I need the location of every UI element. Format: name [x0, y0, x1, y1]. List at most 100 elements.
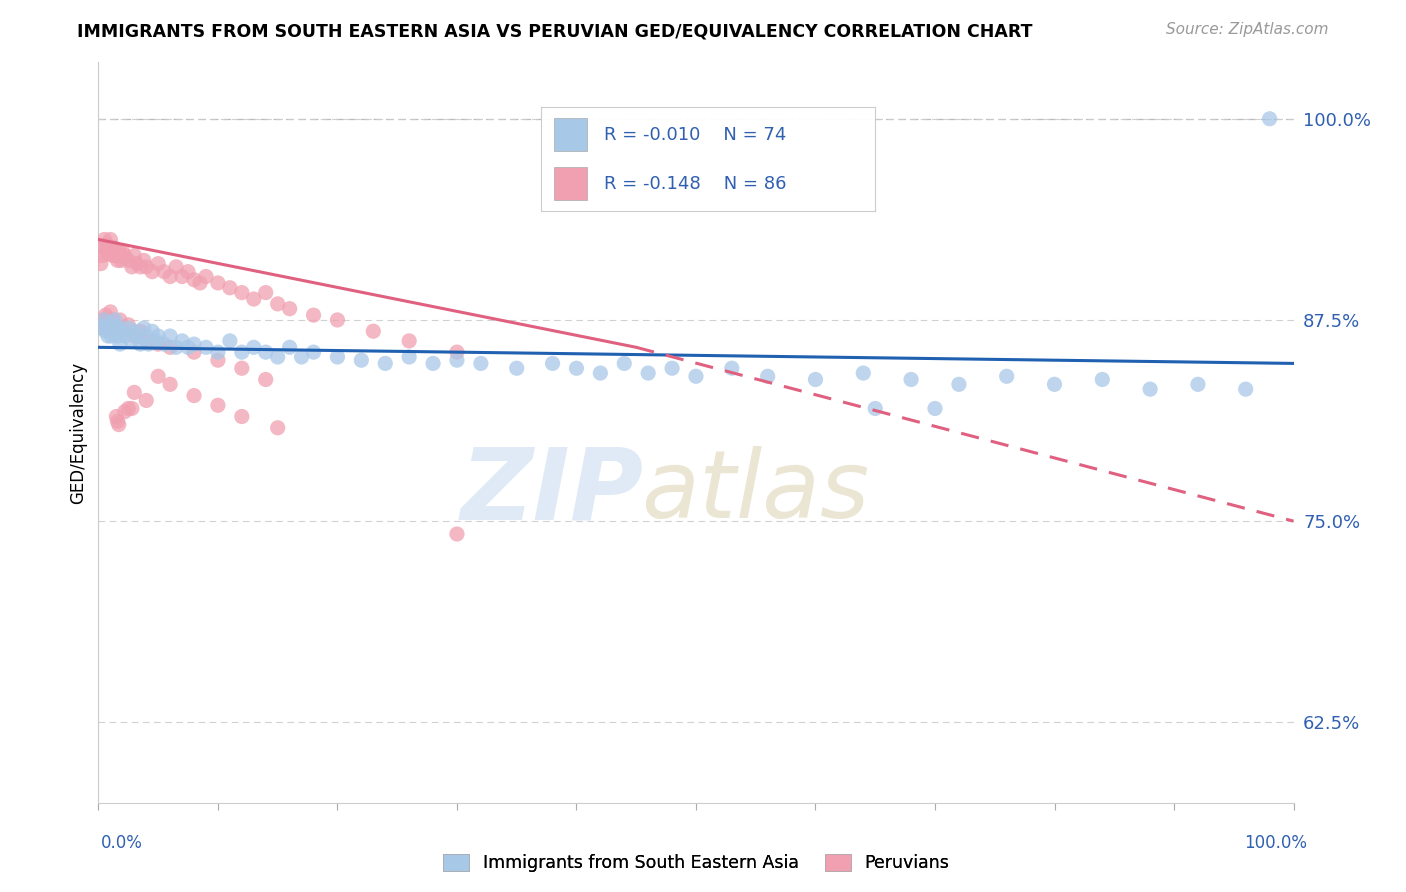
Point — [148, 257, 170, 271]
Point — [94, 324, 117, 338]
Point — [243, 340, 266, 354]
Point — [254, 285, 277, 300]
Point — [101, 313, 124, 327]
Point — [326, 313, 349, 327]
Point — [326, 350, 349, 364]
Point — [852, 366, 875, 380]
Point — [613, 356, 636, 370]
Point — [177, 340, 200, 354]
Point — [129, 260, 152, 274]
Point — [121, 260, 143, 274]
Text: 100.0%: 100.0% — [1244, 834, 1308, 852]
Point — [121, 334, 143, 348]
Point — [207, 276, 229, 290]
Point — [105, 324, 128, 338]
Point — [177, 265, 200, 279]
Point — [995, 369, 1018, 384]
Point — [398, 334, 420, 348]
Point — [207, 345, 229, 359]
Point — [96, 318, 118, 332]
Point — [93, 232, 115, 246]
Point — [278, 301, 301, 316]
Point — [117, 318, 139, 332]
Text: atlas: atlas — [641, 446, 870, 537]
Point — [183, 273, 205, 287]
Point — [267, 421, 290, 435]
Point — [93, 318, 115, 332]
Point — [267, 350, 290, 364]
Point — [446, 345, 468, 359]
Point — [195, 340, 218, 354]
Point — [135, 334, 157, 348]
Point — [97, 329, 120, 343]
Point — [98, 232, 122, 246]
Point — [231, 285, 253, 300]
Point — [165, 340, 187, 354]
Point — [108, 313, 131, 327]
Point — [129, 324, 152, 338]
Point — [183, 345, 205, 359]
Point — [183, 337, 205, 351]
Point — [446, 353, 468, 368]
Point — [685, 369, 707, 384]
Point — [124, 249, 146, 263]
Point — [111, 324, 134, 338]
Point — [148, 337, 170, 351]
Point — [111, 244, 134, 258]
Point — [91, 321, 114, 335]
Point — [101, 318, 124, 332]
Point — [105, 321, 128, 335]
Point — [101, 249, 124, 263]
Point — [93, 313, 115, 327]
Point — [661, 361, 683, 376]
Point — [105, 409, 128, 424]
Point — [100, 329, 122, 343]
Point — [188, 276, 211, 290]
Point — [117, 401, 139, 416]
Point — [90, 257, 112, 271]
Point — [145, 334, 167, 348]
Point — [104, 244, 127, 258]
Point — [398, 350, 420, 364]
Point — [114, 249, 136, 263]
Point — [172, 269, 194, 284]
Point — [254, 345, 277, 359]
Point — [243, 292, 266, 306]
Point — [124, 324, 146, 338]
Point — [107, 244, 129, 258]
Point — [231, 409, 253, 424]
Point — [100, 244, 122, 258]
Point — [132, 321, 155, 335]
Point — [114, 405, 136, 419]
Legend: Immigrants from South Eastern Asia, Peruvians: Immigrants from South Eastern Asia, Peru… — [436, 847, 956, 880]
Point — [117, 321, 139, 335]
Point — [148, 329, 170, 343]
Point — [94, 308, 117, 322]
Point — [207, 398, 229, 412]
Point — [302, 345, 325, 359]
Point — [91, 240, 114, 254]
Point — [98, 305, 122, 319]
Point — [107, 329, 129, 343]
Point — [153, 337, 176, 351]
Point — [637, 366, 659, 380]
Point — [135, 329, 157, 343]
Point — [97, 247, 120, 261]
Point — [159, 340, 181, 354]
Point — [135, 260, 157, 274]
Point — [135, 393, 157, 408]
Point — [350, 353, 373, 368]
Point — [124, 329, 146, 343]
Text: IMMIGRANTS FROM SOUTH EASTERN ASIA VS PERUVIAN GED/EQUIVALENCY CORRELATION CHART: IMMIGRANTS FROM SOUTH EASTERN ASIA VS PE… — [77, 22, 1033, 40]
Point — [865, 401, 887, 416]
Point — [132, 253, 155, 268]
Point — [91, 321, 114, 335]
Point — [470, 356, 492, 370]
Point — [91, 249, 114, 263]
Point — [96, 313, 118, 327]
Point — [195, 269, 218, 284]
Point — [446, 527, 468, 541]
Point — [219, 281, 242, 295]
Point — [103, 240, 125, 254]
Point — [159, 377, 181, 392]
